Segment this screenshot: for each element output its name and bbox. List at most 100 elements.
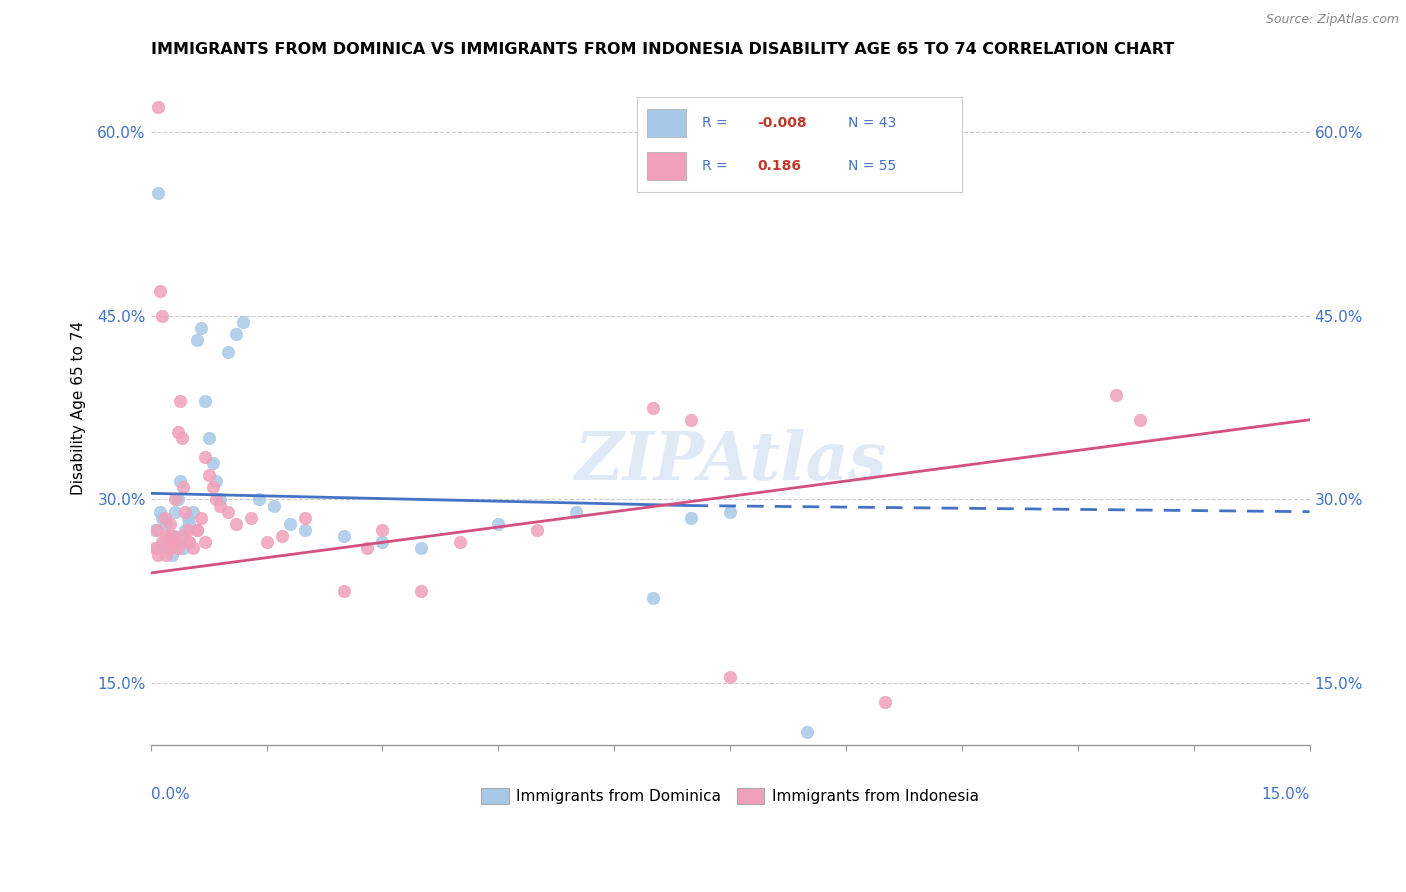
Point xyxy=(564,505,586,519)
Point xyxy=(486,516,509,531)
Point xyxy=(371,535,394,549)
Point xyxy=(150,309,173,323)
Point xyxy=(209,499,232,513)
Point xyxy=(201,456,224,470)
Point xyxy=(155,529,177,543)
Point xyxy=(155,516,177,531)
Point xyxy=(166,425,188,439)
Point xyxy=(181,541,204,556)
Text: Source: ZipAtlas.com: Source: ZipAtlas.com xyxy=(1265,13,1399,27)
Point xyxy=(148,186,170,200)
Point xyxy=(411,584,433,599)
Point xyxy=(153,511,176,525)
Point xyxy=(718,670,741,684)
Point xyxy=(162,548,184,562)
Point xyxy=(163,535,186,549)
Point xyxy=(205,474,228,488)
Point xyxy=(153,535,176,549)
Point xyxy=(179,516,201,531)
Point xyxy=(170,529,193,543)
Point xyxy=(150,511,173,525)
Point xyxy=(641,591,664,605)
Point xyxy=(181,505,204,519)
Point xyxy=(526,523,548,537)
Point xyxy=(159,541,181,556)
Point xyxy=(225,516,247,531)
Point xyxy=(170,431,193,445)
Point xyxy=(159,516,181,531)
Point xyxy=(170,529,193,543)
Point xyxy=(194,535,217,549)
Point xyxy=(209,492,232,507)
Point xyxy=(225,326,247,341)
Point xyxy=(681,511,703,525)
Point xyxy=(641,401,664,415)
Point xyxy=(177,511,200,525)
Point xyxy=(190,511,212,525)
Point xyxy=(150,535,173,549)
Point xyxy=(718,505,741,519)
Point xyxy=(156,535,179,549)
Point xyxy=(169,474,191,488)
Point xyxy=(411,541,433,556)
Point xyxy=(294,523,316,537)
Point xyxy=(166,492,188,507)
Point xyxy=(205,492,228,507)
Point xyxy=(143,523,166,537)
Point xyxy=(166,541,188,556)
Point xyxy=(278,516,301,531)
Point xyxy=(149,505,172,519)
Y-axis label: Disability Age 65 to 74: Disability Age 65 to 74 xyxy=(72,320,86,494)
Point xyxy=(148,100,170,114)
Point xyxy=(217,345,239,359)
Point xyxy=(163,535,186,549)
Point xyxy=(371,523,394,537)
Point xyxy=(449,535,471,549)
Text: 15.0%: 15.0% xyxy=(1261,788,1309,803)
Point xyxy=(156,541,179,556)
Point xyxy=(148,548,170,562)
Point xyxy=(149,284,172,298)
Point xyxy=(333,584,356,599)
Point xyxy=(1105,388,1128,402)
Point xyxy=(172,541,194,556)
Point xyxy=(356,541,378,556)
Point xyxy=(271,529,294,543)
Point xyxy=(169,394,191,409)
Point xyxy=(163,529,186,543)
Text: 0.0%: 0.0% xyxy=(150,788,190,803)
Point xyxy=(294,511,316,525)
Point xyxy=(263,499,285,513)
Point xyxy=(172,480,194,494)
Point xyxy=(174,505,197,519)
Point xyxy=(232,315,254,329)
Point xyxy=(240,511,263,525)
Point xyxy=(1128,413,1150,427)
Point xyxy=(143,541,166,556)
Point xyxy=(681,413,703,427)
Point xyxy=(146,541,169,556)
Legend: Immigrants from Dominica, Immigrants from Indonesia: Immigrants from Dominica, Immigrants fro… xyxy=(481,789,979,805)
Point xyxy=(186,333,208,347)
Point xyxy=(179,535,201,549)
Point xyxy=(177,523,200,537)
Point xyxy=(159,529,181,543)
Point xyxy=(162,529,184,543)
Point xyxy=(197,431,219,445)
Point xyxy=(179,535,201,549)
Point xyxy=(201,480,224,494)
Point xyxy=(186,523,208,537)
Text: ZIPAtlas: ZIPAtlas xyxy=(574,429,886,494)
Point xyxy=(796,725,818,739)
Point xyxy=(155,548,177,562)
Point xyxy=(194,394,217,409)
Point xyxy=(194,450,217,464)
Point xyxy=(256,535,278,549)
Point xyxy=(174,523,197,537)
Point xyxy=(333,529,356,543)
Point xyxy=(217,505,239,519)
Point xyxy=(197,467,219,482)
Point xyxy=(146,523,169,537)
Text: IMMIGRANTS FROM DOMINICA VS IMMIGRANTS FROM INDONESIA DISABILITY AGE 65 TO 74 CO: IMMIGRANTS FROM DOMINICA VS IMMIGRANTS F… xyxy=(150,42,1174,57)
Point xyxy=(190,321,212,335)
